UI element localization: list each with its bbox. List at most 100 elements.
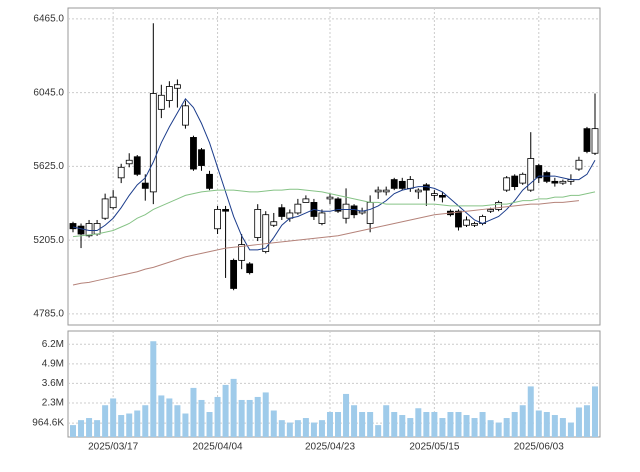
- volume-bar: [254, 396, 261, 437]
- volume-bar: [102, 405, 109, 437]
- volume-bar: [527, 386, 534, 437]
- volume-bar: [310, 422, 317, 437]
- volume-bar: [214, 396, 221, 437]
- candle-body: [254, 209, 262, 238]
- volume-bar: [383, 405, 390, 437]
- volume-bar: [230, 378, 237, 437]
- volume-tick-label: 2.3M: [42, 398, 64, 409]
- candle-body: [262, 214, 270, 252]
- candle-body: [430, 193, 438, 196]
- candle-body: [182, 105, 189, 126]
- candle-body: [133, 156, 141, 175]
- volume-bar: [391, 412, 398, 437]
- candle-body: [214, 209, 221, 230]
- volume-bar: [262, 392, 269, 437]
- volume-bar: [583, 405, 590, 437]
- volume-bar: [479, 412, 486, 437]
- volume-bar: [286, 422, 293, 437]
- volume-bar: [86, 418, 93, 437]
- volume-panel: [67, 330, 601, 438]
- candle-body: [149, 93, 157, 193]
- volume-bar: [198, 399, 205, 437]
- volume-tick-label: 3.6M: [42, 378, 64, 389]
- candle-body: [302, 198, 310, 203]
- moving-average: [72, 200, 579, 286]
- volume-bar: [375, 425, 382, 437]
- volume-bar: [351, 405, 358, 437]
- volume-bar: [134, 410, 141, 437]
- y-tick-label: 5625.0: [33, 161, 64, 172]
- volume-bar: [318, 420, 325, 437]
- candle-body: [398, 180, 406, 189]
- volume-bar: [158, 395, 165, 437]
- candle-body: [463, 219, 470, 226]
- volume-bar: [343, 393, 350, 437]
- candle-body: [173, 84, 181, 89]
- volume-bar: [238, 399, 245, 437]
- volume-bar: [431, 412, 438, 437]
- volume-bar: [302, 418, 309, 437]
- volume-bar: [78, 420, 85, 437]
- volume-bar: [326, 412, 333, 437]
- volume-bar: [495, 422, 502, 437]
- volume-bar: [551, 415, 558, 437]
- volume-bar: [511, 412, 518, 437]
- volume-bar: [543, 412, 550, 437]
- candle-body: [495, 202, 503, 210]
- y-tick-label: 6465.0: [33, 14, 64, 25]
- candle-body: [294, 203, 302, 214]
- volume-bar: [503, 418, 510, 437]
- candle-body: [455, 210, 462, 228]
- volume-bar: [463, 415, 470, 437]
- candle-body: [222, 209, 229, 212]
- candle-body: [575, 159, 583, 170]
- volume-bar: [94, 420, 101, 437]
- volume-bar: [174, 405, 181, 437]
- volume-bar: [222, 384, 229, 437]
- candle-body: [342, 203, 350, 219]
- volume-bar: [592, 386, 598, 437]
- volume-bar: [575, 407, 582, 437]
- x-tick-label: 2025/04/23: [305, 442, 355, 453]
- volume-bar: [118, 415, 125, 437]
- volume-bar: [182, 413, 189, 437]
- volume-bar: [335, 412, 342, 437]
- moving-average: [72, 188, 596, 238]
- candle-body: [278, 207, 286, 217]
- candle-body: [141, 182, 149, 189]
- candle-body: [318, 212, 326, 224]
- candle-body: [69, 223, 77, 230]
- candle-body: [230, 259, 238, 289]
- volume-bar: [471, 418, 478, 437]
- candle-body: [414, 189, 422, 193]
- candle-body: [157, 94, 165, 110]
- x-tick-label: 2025/03/17: [88, 442, 138, 453]
- candle-body: [77, 225, 85, 235]
- volume-bar: [294, 420, 301, 437]
- y-tick-label: 6045.0: [33, 87, 64, 98]
- candle-body: [270, 221, 278, 226]
- candle-body: [519, 173, 527, 184]
- candle-body: [206, 173, 213, 189]
- candle-body: [439, 194, 446, 198]
- volume-tick-label: 964.6K: [32, 418, 64, 429]
- candle-body: [246, 263, 254, 274]
- volume-tick-label: 4.9M: [42, 358, 64, 369]
- volume-bar: [455, 412, 462, 437]
- candle-body: [198, 149, 205, 166]
- candle-body: [374, 189, 382, 193]
- candle-body: [238, 244, 246, 261]
- volume-bar: [166, 398, 173, 437]
- volume-bar: [367, 412, 374, 437]
- candle-body: [503, 177, 511, 191]
- candle-body: [125, 159, 133, 165]
- volume-bar: [407, 418, 414, 437]
- volume-bar: [206, 412, 213, 437]
- moving-average: [72, 97, 596, 251]
- volume-tick-label: 6.2M: [42, 339, 64, 350]
- y-tick-label: 4785.0: [33, 309, 64, 320]
- volume-bar: [190, 387, 197, 437]
- volume-bar: [423, 412, 430, 437]
- candle-body: [326, 196, 334, 200]
